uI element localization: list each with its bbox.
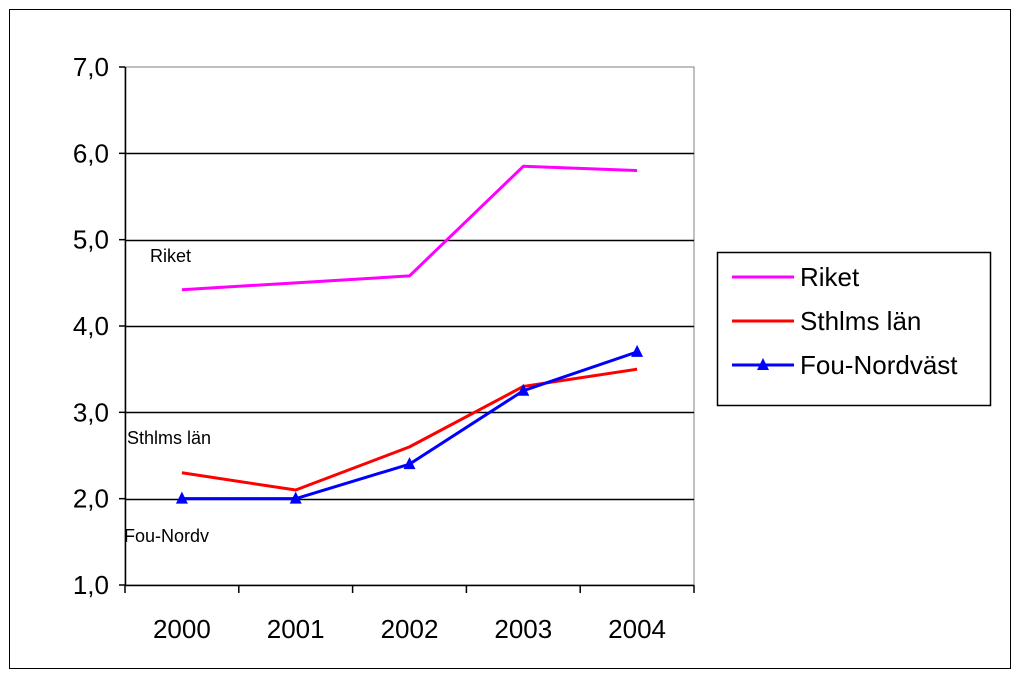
legend-label: Fou-Nordväst (800, 350, 958, 380)
data-point (403, 457, 416, 470)
y-tick-label: 3,0 (73, 397, 109, 427)
data-point (289, 491, 302, 504)
data-point (631, 344, 644, 357)
y-tick-label: 6,0 (73, 138, 109, 168)
data-point (175, 491, 188, 504)
y-tick-label: 5,0 (73, 225, 109, 255)
annotation-label: Fou-Nordv (124, 526, 209, 546)
annotation-label: Sthlms län (127, 428, 211, 448)
legend-label: Sthlms län (800, 306, 921, 336)
annotation-label: Riket (150, 246, 191, 266)
x-tick-label: 2002 (381, 614, 439, 644)
series-line (181, 367, 638, 492)
x-tick-label: 2004 (608, 614, 666, 644)
y-tick-label: 7,0 (73, 52, 109, 82)
data-point (517, 383, 530, 396)
x-tick-label: 2001 (267, 614, 325, 644)
x-tick-label: 2003 (494, 614, 552, 644)
y-tick-label: 1,0 (73, 570, 109, 600)
y-tick-label: 2,0 (73, 484, 109, 514)
legend-marker (757, 358, 769, 370)
y-tick-label: 4,0 (73, 311, 109, 341)
legend-label: Riket (800, 262, 860, 292)
x-tick-label: 2000 (153, 614, 211, 644)
series-line (181, 164, 638, 292)
